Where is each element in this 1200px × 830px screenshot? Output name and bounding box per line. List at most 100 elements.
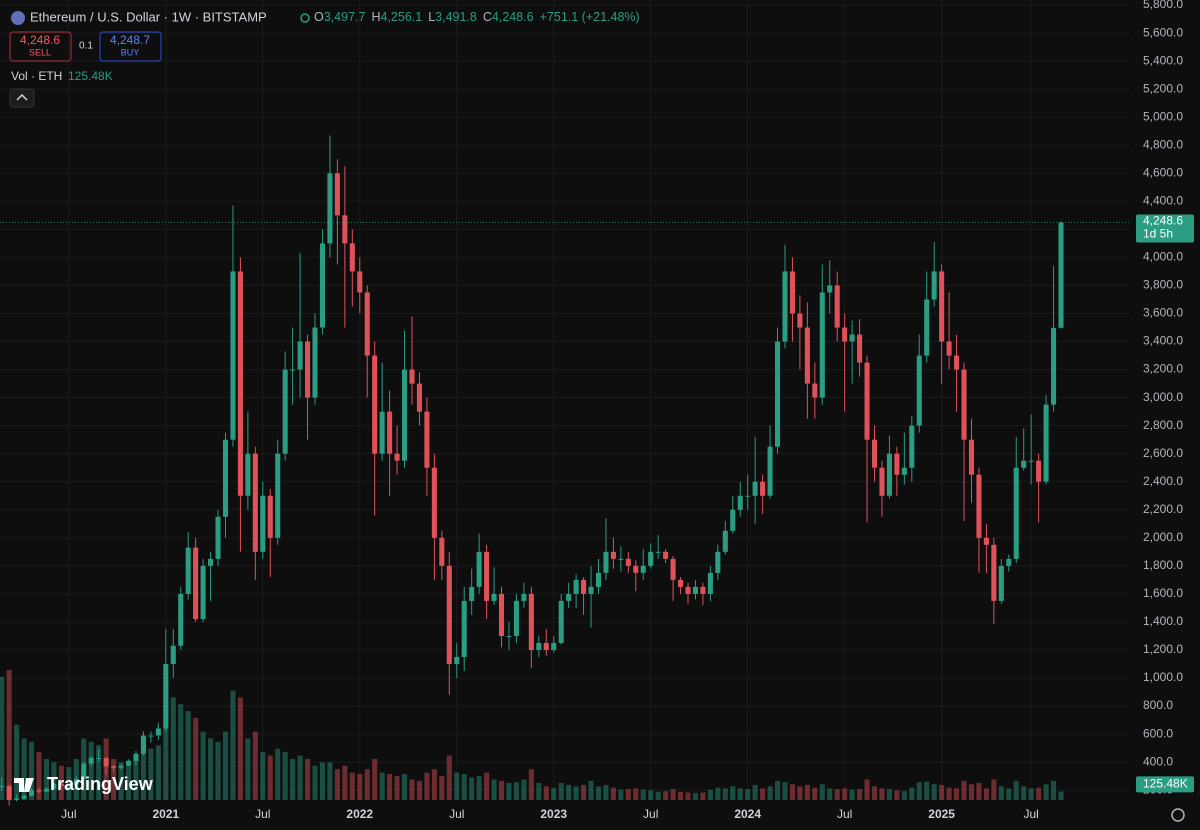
- candle-body: [543, 642, 549, 650]
- candle-body: [208, 558, 214, 566]
- candle-body: [812, 383, 818, 398]
- candle-body: [797, 313, 803, 328]
- volume-bar: [133, 755, 139, 800]
- candle-body: [827, 285, 833, 293]
- symbol-title[interactable]: Ethereum / U.S. Dollar · 1W · BITSTAMP: [30, 9, 267, 24]
- volume-bar: [827, 788, 833, 800]
- y-tick-label: 5,800.0: [1143, 0, 1183, 11]
- candle-body: [789, 271, 795, 314]
- volume-bar: [804, 784, 810, 800]
- x-tick-label: 2025: [928, 807, 955, 821]
- volume-bar: [237, 697, 243, 800]
- candle-body: [342, 215, 348, 244]
- candle-body: [886, 453, 892, 496]
- settings-icon[interactable]: [1171, 808, 1185, 822]
- sell-label[interactable]: SELL: [29, 47, 51, 57]
- candle-body: [782, 271, 788, 342]
- candle-body: [685, 586, 691, 594]
- candle-body: [633, 565, 639, 573]
- sell-button[interactable]: [9, 31, 72, 62]
- x-tick-label: 2024: [734, 807, 761, 821]
- candle-body: [58, 783, 64, 786]
- candle-body: [222, 439, 229, 517]
- volume-bar: [200, 731, 206, 800]
- volume-bar: [939, 784, 945, 800]
- volume-bar: [528, 769, 534, 800]
- candle-body: [566, 593, 572, 601]
- candle-body: [707, 572, 713, 594]
- volume-bar: [297, 755, 303, 800]
- volume-bar: [267, 755, 273, 800]
- candle-body: [230, 271, 236, 440]
- candle-body: [297, 341, 303, 370]
- candle-body: [327, 173, 333, 244]
- candle-body: [760, 481, 766, 496]
- buy-label[interactable]: BUY: [121, 47, 140, 57]
- candle-body: [43, 788, 49, 792]
- volume-bar: [968, 784, 975, 800]
- collapse-icon[interactable]: [16, 93, 28, 101]
- y-tick-label: 800.0: [1143, 698, 1173, 712]
- volume-bar: [737, 788, 743, 800]
- volume-bar: [513, 782, 519, 800]
- x-tick-label: Jul: [1023, 807, 1038, 821]
- candle-body: [954, 355, 960, 370]
- candle-body: [752, 481, 758, 496]
- candle-body: [140, 735, 146, 754]
- candle-body: [722, 530, 728, 552]
- logo[interactable]: TradingView: [47, 774, 154, 794]
- volume-bar: [886, 789, 892, 800]
- volume-bar: [364, 769, 370, 800]
- spread: 0.1: [79, 41, 93, 52]
- volume-bar: [819, 784, 825, 800]
- candle-body: [521, 593, 527, 601]
- volume-bar: [536, 782, 542, 800]
- volume-bar: [834, 789, 840, 800]
- volume-bar: [454, 772, 460, 800]
- candle-body: [849, 334, 855, 342]
- ohlc-key: C: [483, 10, 492, 24]
- volume-bar: [260, 752, 266, 800]
- volume-bar: [327, 762, 333, 800]
- candle-body: [670, 558, 676, 580]
- volume-bar: [961, 780, 967, 800]
- volume-bar: [484, 772, 490, 800]
- volume-bar: [625, 789, 631, 800]
- volume-bar: [43, 758, 49, 800]
- x-tick-label: Jul: [61, 807, 76, 821]
- buy-button[interactable]: [99, 31, 162, 62]
- candle-body: [6, 785, 12, 800]
- volume-bar: [707, 789, 713, 800]
- volume-bar: [461, 774, 467, 800]
- volume-bar: [51, 762, 57, 800]
- collapse-button[interactable]: [9, 88, 35, 108]
- y-tick-label: 4,400.0: [1143, 194, 1183, 208]
- price-tag-countdown: 1d 5h: [1143, 227, 1173, 241]
- candle-body: [260, 495, 266, 552]
- candle-body: [237, 271, 243, 496]
- volume-bar: [655, 791, 661, 800]
- volume-bar: [879, 788, 885, 800]
- volume-bar: [842, 788, 848, 800]
- volume-bar: [633, 788, 639, 800]
- volume-bar: [193, 717, 199, 800]
- candle-body: [603, 551, 609, 573]
- candle-body: [111, 766, 117, 768]
- volume-bar: [774, 780, 781, 800]
- candle-body: [595, 572, 602, 587]
- candle-body: [387, 411, 393, 454]
- volume-bar: [1013, 780, 1019, 800]
- y-tick-label: 5,600.0: [1143, 25, 1183, 39]
- candle-body: [924, 299, 930, 356]
- candle-body: [804, 327, 810, 384]
- sell-price[interactable]: 4,248.6: [20, 33, 60, 47]
- buy-price[interactable]: 4,248.7: [110, 33, 150, 47]
- y-tick-label: 3,400.0: [1143, 334, 1183, 348]
- volume-bar: [566, 784, 572, 800]
- candle-body: [476, 551, 482, 587]
- volume-bar: [849, 789, 855, 800]
- y-tick-label: 1,800.0: [1143, 558, 1183, 572]
- y-tick-label: 3,000.0: [1143, 390, 1183, 404]
- y-tick-label: 400.0: [1143, 754, 1173, 768]
